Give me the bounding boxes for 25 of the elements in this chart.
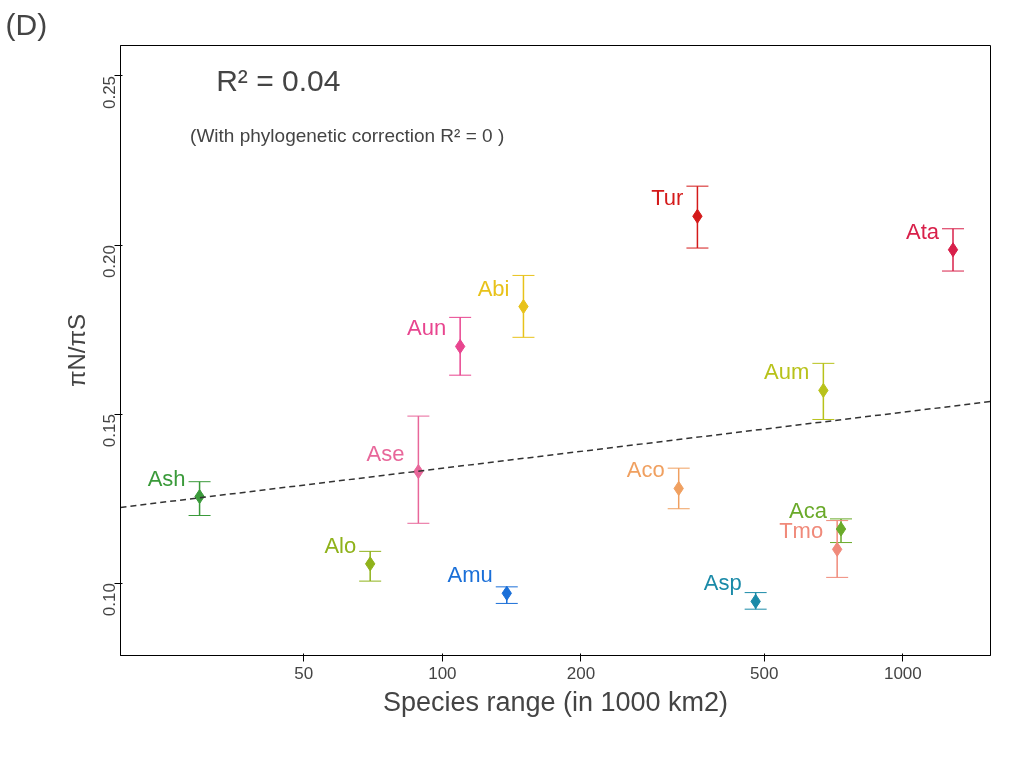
x-tick-label: 50 — [294, 663, 314, 683]
series-label: Aco — [626, 457, 665, 483]
x-tick-label: 500 — [750, 663, 779, 683]
x-tick-label: 100 — [428, 663, 457, 683]
series-label: Ata — [905, 218, 940, 244]
series-label: Aun — [407, 315, 447, 341]
series-label: Amu — [447, 562, 493, 588]
series-label: Alo — [324, 532, 357, 558]
series-label: Ash — [147, 465, 186, 491]
y-tick-label: 0.25 — [100, 75, 120, 110]
series-label: Tur — [651, 185, 684, 211]
y-tick-label: 0.10 — [100, 583, 120, 617]
x-tick-label: 200 — [566, 663, 596, 683]
series-label: Ase — [366, 440, 405, 466]
y-tick-label: 0.15 — [100, 414, 120, 448]
series-label: Aum — [764, 359, 810, 385]
series-label: Asp — [703, 570, 742, 596]
x-axis-title: Species range (in 1000 km2) — [382, 686, 729, 717]
annotation: R² = 0.04 — [216, 63, 341, 97]
text: (D) — [5, 7, 48, 41]
annotation: (With phylogenetic correction R² = 0 ) — [190, 124, 505, 146]
y-axis-title: πN/πS — [62, 313, 90, 388]
series-label: Abi — [477, 275, 510, 301]
x-tick-label: 1000 — [883, 663, 922, 683]
y-tick-label: 0.20 — [100, 244, 120, 279]
